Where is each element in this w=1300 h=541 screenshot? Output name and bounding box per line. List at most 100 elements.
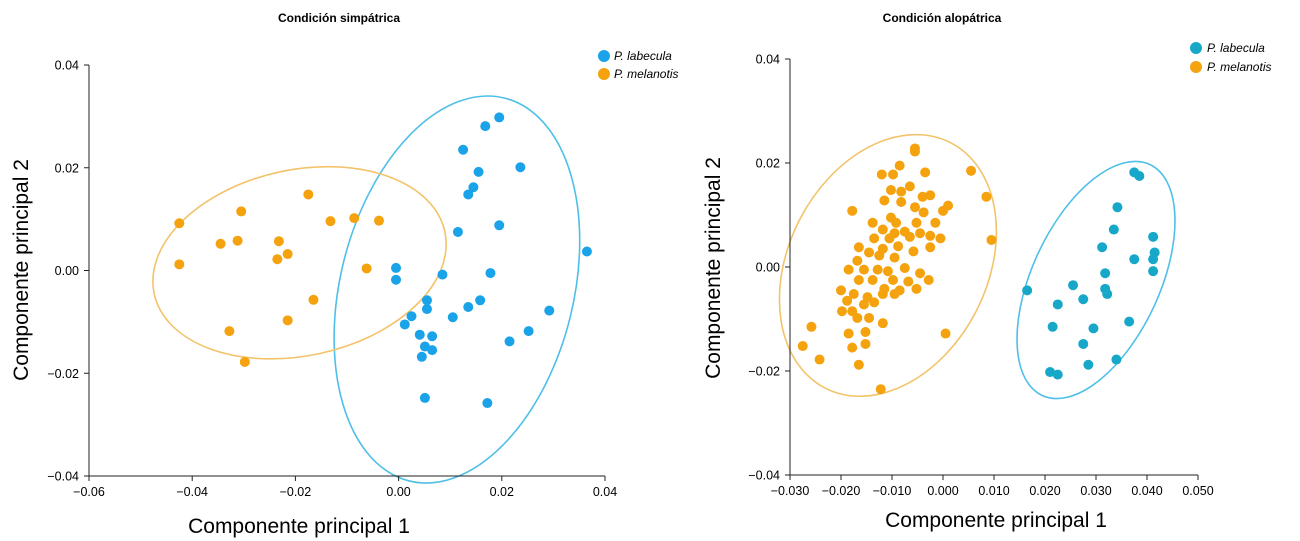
y-tick-label: 0.04 (756, 53, 780, 67)
allopatric-chart: Condición alopátrica −0.030 −0.020 −0.010 0… (702, 11, 1271, 532)
point-melanotis (884, 233, 895, 244)
point-labecula (544, 305, 555, 316)
point-labecula (427, 331, 438, 342)
point-melanotis (925, 190, 936, 201)
point-melanotis (925, 242, 936, 253)
point-labecula (482, 398, 493, 409)
legend-label-melanotis: P. melanotis (614, 67, 678, 81)
point-melanotis (864, 312, 875, 323)
point-melanotis (174, 218, 185, 229)
point-melanotis (888, 169, 899, 180)
x-tick-label: 0.010 (978, 484, 1009, 498)
point-labecula (399, 319, 410, 330)
x-tick-label: −0.04 (176, 485, 208, 499)
ellipse-labecula (333, 95, 581, 484)
y-tick-label: 0.02 (55, 161, 79, 175)
point-labecula (1045, 367, 1056, 378)
y-axis-label: Componente principal 2 (10, 159, 33, 381)
point-melanotis (860, 338, 871, 349)
point-melanotis (843, 328, 854, 339)
axes: −0.06 −0.04 −0.02 0.00 0.02 0.04−0.04−0.020.0… (47, 59, 617, 500)
point-melanotis (858, 264, 869, 275)
point-melanotis (867, 217, 878, 228)
x-tick-label: −0.010 (873, 484, 912, 498)
point-melanotis (882, 266, 893, 277)
legend-label-labecula: P. labecula (614, 49, 672, 63)
point-melanotis (885, 185, 896, 196)
point-melanotis (858, 299, 869, 310)
legend: P. labecula P. melanotis (1190, 41, 1271, 74)
point-labecula (437, 269, 448, 280)
point-melanotis (930, 217, 941, 228)
chart-title: Condición alopátrica (883, 11, 1002, 25)
x-tick-label: 0.020 (1029, 484, 1060, 498)
point-melanotis (303, 189, 314, 200)
point-melanotis (915, 268, 926, 279)
point-labecula (1124, 316, 1135, 327)
point-melanotis (847, 342, 858, 353)
legend-label-melanotis: P. melanotis (1207, 60, 1271, 74)
x-tick-label: −0.030 (771, 484, 810, 498)
point-labecula (1134, 171, 1145, 181)
legend-marker-labecula (1190, 42, 1202, 54)
point-labecula (1100, 268, 1111, 279)
y-tick-label: 0.02 (756, 157, 780, 171)
y-tick-label: 0.00 (55, 264, 79, 278)
point-melanotis (806, 321, 817, 332)
point-melanotis (915, 228, 926, 239)
sympatric-chart: Condición simpátrica −0.06 −0.04 −0.02 0.00… (10, 11, 678, 538)
legend-marker-melanotis (598, 68, 610, 80)
point-labecula (1148, 254, 1159, 265)
point-labecula (458, 144, 469, 155)
point-melanotis (896, 186, 907, 197)
point-labecula (1078, 338, 1089, 349)
point-melanotis (935, 233, 946, 244)
point-labecula (1148, 231, 1159, 242)
chart-title: Condición simpátrica (278, 11, 400, 25)
ellipse-melanotis (778, 133, 998, 398)
x-tick-label: −0.020 (822, 484, 861, 498)
point-melanotis (853, 242, 864, 253)
point-melanotis (918, 207, 929, 218)
point-labecula (1148, 266, 1159, 277)
x-tick-label: 0.00 (386, 485, 410, 499)
point-labecula (494, 112, 505, 123)
points (174, 112, 592, 409)
point-melanotis (847, 205, 858, 216)
point-labecula (1022, 285, 1033, 296)
point-labecula (523, 326, 534, 337)
point-labecula (475, 295, 486, 306)
point-melanotis (891, 217, 902, 228)
point-melanotis (224, 326, 235, 337)
point-melanotis (920, 167, 931, 178)
point-melanotis (899, 263, 910, 274)
point-labecula (485, 268, 496, 279)
ellipse-labecula (1016, 160, 1176, 400)
point-melanotis (888, 275, 899, 285)
x-tick-label: 0.050 (1182, 484, 1213, 498)
point-melanotis (908, 246, 919, 257)
point-melanotis (904, 231, 915, 242)
point-melanotis (981, 191, 992, 202)
point-melanotis (923, 275, 934, 285)
point-melanotis (879, 195, 890, 206)
y-tick-label: 0.04 (55, 59, 79, 73)
point-labecula (391, 274, 402, 285)
point-melanotis (867, 275, 878, 285)
point-melanotis (877, 289, 888, 300)
point-melanotis (860, 327, 871, 337)
legend-label-labecula: P. labecula (1207, 41, 1265, 55)
point-melanotis (843, 264, 854, 275)
point-melanotis (869, 233, 880, 244)
point-labecula (1052, 369, 1063, 380)
y-tick-label: −0.02 (748, 365, 780, 379)
point-labecula (1108, 224, 1119, 235)
point-labecula (468, 182, 479, 193)
point-melanotis (872, 264, 883, 275)
axes: −0.030 −0.020 −0.010 0.000 0.010 0.020 0.030 0.… (748, 53, 1213, 499)
point-melanotis (232, 235, 243, 246)
y-tick-label: −0.02 (47, 367, 79, 381)
point-melanotis (909, 202, 920, 213)
point-labecula (1083, 359, 1094, 370)
y-tick-label: −0.04 (748, 469, 780, 483)
